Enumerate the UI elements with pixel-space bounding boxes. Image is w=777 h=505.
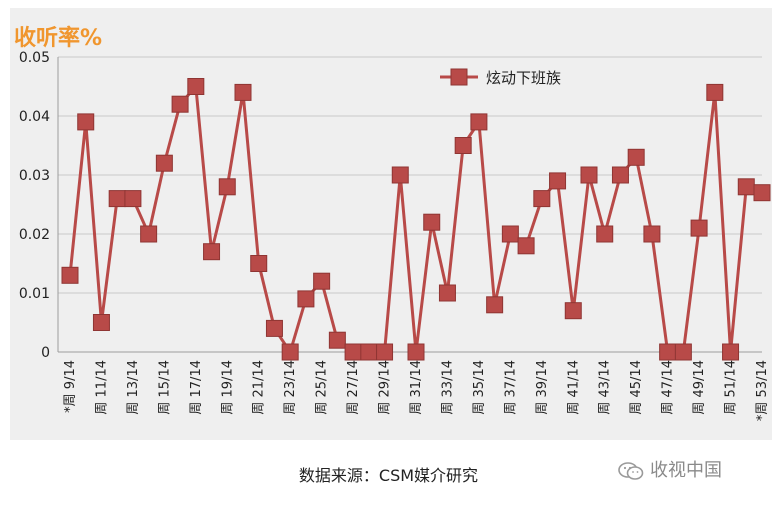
- data-point: [92, 314, 110, 331]
- x-tick-label: 周 23/14: [283, 360, 298, 415]
- data-point: [438, 284, 456, 302]
- data-point: [250, 255, 268, 272]
- data-point: [533, 190, 551, 208]
- data-point: [486, 296, 504, 314]
- data-point: [140, 225, 158, 243]
- data-point: [281, 343, 299, 361]
- data-point: [313, 272, 331, 290]
- x-tick-label: 周 51/14: [724, 360, 739, 415]
- y-tick-label: 0.04: [19, 109, 50, 125]
- x-tick-label: 周 33/14: [440, 360, 455, 415]
- y-tick-label: 0.02: [19, 227, 50, 243]
- x-tick-label: 周 13/14: [126, 360, 141, 415]
- data-point: [391, 166, 409, 184]
- data-point: [61, 266, 79, 284]
- x-tick-label: *周 53/14: [755, 360, 770, 421]
- data-point: [376, 343, 394, 361]
- data-point: [549, 172, 567, 190]
- x-tick-label: *周 9/14: [63, 360, 78, 413]
- data-point: [360, 343, 378, 361]
- chart-panel: [10, 8, 772, 440]
- data-point: [218, 178, 236, 196]
- x-tick-label: 周 29/14: [378, 360, 393, 415]
- watermark: 收视中国: [618, 456, 722, 482]
- y-tick-label: 0: [41, 345, 50, 361]
- x-tick-label: 周 31/14: [409, 360, 424, 415]
- data-point: [203, 243, 221, 261]
- data-point: [423, 213, 441, 231]
- data-point: [564, 302, 582, 320]
- data-point: [674, 343, 692, 361]
- data-point: [155, 154, 173, 172]
- data-point: [297, 290, 315, 308]
- data-point: [344, 343, 362, 361]
- data-point: [706, 83, 724, 101]
- x-tick-label: 周 39/14: [535, 360, 550, 415]
- data-point: [517, 237, 535, 255]
- legend-label: 炫动下班族: [486, 69, 561, 87]
- data-point: [187, 78, 205, 95]
- series-line: [68, 85, 763, 354]
- x-tick-label: 周 49/14: [692, 360, 707, 415]
- data-point: [659, 343, 677, 361]
- x-tick-label: 周 35/14: [472, 360, 487, 415]
- data-point: [108, 190, 126, 208]
- data-point: [722, 343, 740, 361]
- x-tick-label: 周 15/14: [157, 360, 172, 415]
- data-point: [470, 113, 488, 131]
- data-point: [580, 166, 598, 184]
- data-point: [328, 331, 346, 349]
- data-point: [753, 184, 771, 202]
- data-point: [737, 178, 755, 196]
- data-point: [643, 225, 661, 243]
- legend-marker: [450, 68, 468, 86]
- wechat-icon: [618, 462, 644, 480]
- data-point: [77, 113, 95, 131]
- x-tick-label: 周 45/14: [629, 360, 644, 415]
- y-axis-label: 收听率%: [14, 26, 103, 51]
- data-point: [124, 190, 142, 208]
- data-point: [501, 225, 519, 243]
- x-tick-label: 周 43/14: [598, 360, 613, 415]
- data-point: [627, 148, 645, 166]
- x-tick-label: 周 21/14: [252, 360, 267, 415]
- x-tick-label: 周 41/14: [566, 360, 581, 415]
- x-tick-label: 周 25/14: [315, 360, 330, 415]
- x-tick-label: 周 27/14: [346, 360, 361, 415]
- data-point: [407, 343, 425, 361]
- y-tick-label: 0.01: [19, 286, 50, 302]
- x-tick-label: 周 19/14: [220, 360, 235, 415]
- data-point: [611, 166, 629, 184]
- x-tick-label: 周 37/14: [503, 360, 518, 415]
- x-tick-label: 周 11/14: [94, 360, 109, 415]
- watermark-text: 收视中国: [650, 460, 722, 481]
- x-tick-label: 周 47/14: [661, 360, 676, 415]
- data-point: [265, 319, 283, 337]
- data-point: [454, 137, 472, 154]
- data-point: [690, 219, 708, 237]
- data-source-caption: 数据来源：CSM媒介研究: [298, 466, 479, 485]
- y-tick-label: 0.05: [19, 50, 50, 66]
- y-tick-label: 0.03: [19, 168, 50, 184]
- data-point: [171, 95, 189, 113]
- data-point: [596, 225, 614, 243]
- x-tick-label: 周 17/14: [189, 360, 204, 415]
- data-point: [234, 83, 252, 101]
